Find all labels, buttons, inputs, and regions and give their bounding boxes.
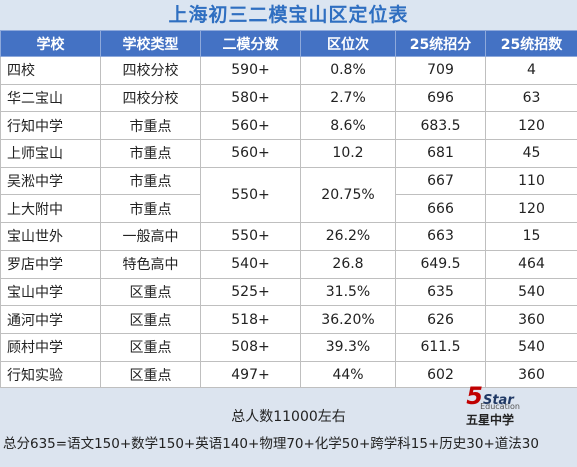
table-cell: 华二宝山 xyxy=(1,84,101,112)
table-cell: 上师宝山 xyxy=(1,140,101,168)
table-cell: 区重点 xyxy=(101,333,201,361)
table-cell: 540 xyxy=(486,333,577,361)
header-cell: 学校类型 xyxy=(101,31,201,57)
table-cell: 吴淞中学 xyxy=(1,167,101,195)
table-cell: 39.3% xyxy=(301,333,396,361)
table-cell: 通河中学 xyxy=(1,306,101,334)
table-cell: 508+ xyxy=(201,333,301,361)
table-cell: 0.8% xyxy=(301,57,396,85)
table-cell: 区重点 xyxy=(101,278,201,306)
table-cell: 497+ xyxy=(201,361,301,389)
table-cell: 罗店中学 xyxy=(1,250,101,278)
table-cell: 709 xyxy=(396,57,486,85)
table-cell: 行知实验 xyxy=(1,361,101,389)
table-cell: 518+ xyxy=(201,306,301,334)
table-cell: 市重点 xyxy=(101,167,201,195)
table-cell: 611.5 xyxy=(396,333,486,361)
table-cell: 550+ xyxy=(201,167,301,222)
table-cell: 2.7% xyxy=(301,84,396,112)
table-cell: 540 xyxy=(486,278,577,306)
score-formula: 总分635=语文150+数学150+英语140+物理70+化学50+跨学科15+… xyxy=(3,432,539,452)
table-cell: 560+ xyxy=(201,112,301,140)
logo-education: Education xyxy=(475,402,525,411)
header-cell: 学校 xyxy=(1,31,101,57)
table-cell: 525+ xyxy=(201,278,301,306)
table-cell: 一般高中 xyxy=(101,223,201,251)
table-cell: 市重点 xyxy=(101,140,201,168)
table-cell: 36.20% xyxy=(301,306,396,334)
table-cell: 635 xyxy=(396,278,486,306)
table-cell: 行知中学 xyxy=(1,112,101,140)
table-cell: 四校分校 xyxy=(101,84,201,112)
table-cell: 四校 xyxy=(1,57,101,85)
table-cell: 45 xyxy=(486,140,577,168)
table-cell: 540+ xyxy=(201,250,301,278)
table-cell: 15 xyxy=(486,223,577,251)
table-cell: 683.5 xyxy=(396,112,486,140)
table-cell: 550+ xyxy=(201,223,301,251)
table-cell: 120 xyxy=(486,112,577,140)
footer: 总人数11000左右 总分635=语文150+数学150+英语140+物理70+… xyxy=(0,387,577,467)
header-cell: 25统招分 xyxy=(396,31,486,57)
header-cell: 25统招数 xyxy=(486,31,577,57)
table-cell: 626 xyxy=(396,306,486,334)
table-cell: 26.8 xyxy=(301,250,396,278)
header-cell: 二模分数 xyxy=(201,31,301,57)
table-cell: 宝山中学 xyxy=(1,278,101,306)
table-cell: 590+ xyxy=(201,57,301,85)
table-cell: 区重点 xyxy=(101,306,201,334)
table-cell: 63 xyxy=(486,84,577,112)
table-cell: 110 xyxy=(486,167,577,195)
table-cell: 8.6% xyxy=(301,112,396,140)
table-cell: 10.2 xyxy=(301,140,396,168)
table-cell: 宝山世外 xyxy=(1,223,101,251)
table-cell: 20.75% xyxy=(301,167,396,222)
table-cell: 44% xyxy=(301,361,396,389)
table-cell: 580+ xyxy=(201,84,301,112)
table-cell: 649.5 xyxy=(396,250,486,278)
table-cell: 360 xyxy=(486,306,577,334)
table-cell: 市重点 xyxy=(101,195,201,223)
table-cell: 681 xyxy=(396,140,486,168)
table-cell: 市重点 xyxy=(101,112,201,140)
logo-name: 五星中学 xyxy=(455,411,525,428)
table-cell: 区重点 xyxy=(101,361,201,389)
table-cell: 四校分校 xyxy=(101,57,201,85)
table-cell: 120 xyxy=(486,195,577,223)
table-cell: 4 xyxy=(486,57,577,85)
table-cell: 上大附中 xyxy=(1,195,101,223)
logo: 5Star Education 五星中学 xyxy=(455,382,525,428)
table-cell: 特色高中 xyxy=(101,250,201,278)
table-cell: 663 xyxy=(396,223,486,251)
title: 上海初三二模宝山区定位表 xyxy=(0,0,577,30)
table-cell: 666 xyxy=(396,195,486,223)
table-cell: 顾村中学 xyxy=(1,333,101,361)
table-cell: 464 xyxy=(486,250,577,278)
table-cell: 667 xyxy=(396,167,486,195)
header-cell: 区位次 xyxy=(301,31,396,57)
table-cell: 26.2% xyxy=(301,223,396,251)
table-cell: 560+ xyxy=(201,140,301,168)
table-cell: 696 xyxy=(396,84,486,112)
table-cell: 31.5% xyxy=(301,278,396,306)
